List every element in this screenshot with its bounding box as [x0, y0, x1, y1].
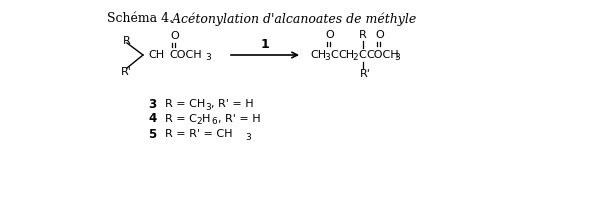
Text: R: R: [359, 30, 367, 40]
Text: C: C: [330, 50, 337, 60]
Text: R = R' = CH: R = R' = CH: [165, 129, 233, 139]
Text: , R' = H: , R' = H: [211, 99, 254, 109]
Text: 3: 3: [324, 53, 330, 63]
Text: COCH: COCH: [169, 50, 201, 60]
Text: COCH: COCH: [366, 50, 399, 60]
Text: R = CH: R = CH: [165, 99, 205, 109]
Text: 3: 3: [205, 53, 211, 63]
Text: R': R': [360, 69, 371, 79]
Text: 3: 3: [148, 98, 156, 110]
Text: O: O: [376, 30, 385, 40]
Text: 3: 3: [394, 53, 400, 63]
Text: 4: 4: [148, 113, 156, 126]
Text: O: O: [171, 31, 180, 41]
Text: CH: CH: [338, 50, 354, 60]
Text: R: R: [123, 36, 131, 46]
Text: 5: 5: [148, 127, 156, 141]
Text: CH: CH: [310, 50, 326, 60]
Text: 3: 3: [205, 102, 211, 112]
Text: 2: 2: [352, 53, 358, 63]
Text: , R' = H: , R' = H: [218, 114, 260, 124]
Text: Schéma 4.: Schéma 4.: [107, 12, 173, 25]
Text: O: O: [326, 30, 335, 40]
Text: R = C: R = C: [165, 114, 197, 124]
Text: 2: 2: [196, 117, 201, 127]
Text: H: H: [202, 114, 210, 124]
Text: Acétonylation d'alcanoates de méthyle: Acétonylation d'alcanoates de méthyle: [168, 12, 416, 25]
Text: C: C: [358, 50, 366, 60]
Text: 3: 3: [245, 132, 251, 141]
Text: CH: CH: [148, 50, 164, 60]
Text: 1: 1: [260, 38, 269, 50]
Text: R': R': [121, 67, 132, 77]
Text: 6: 6: [211, 117, 217, 127]
